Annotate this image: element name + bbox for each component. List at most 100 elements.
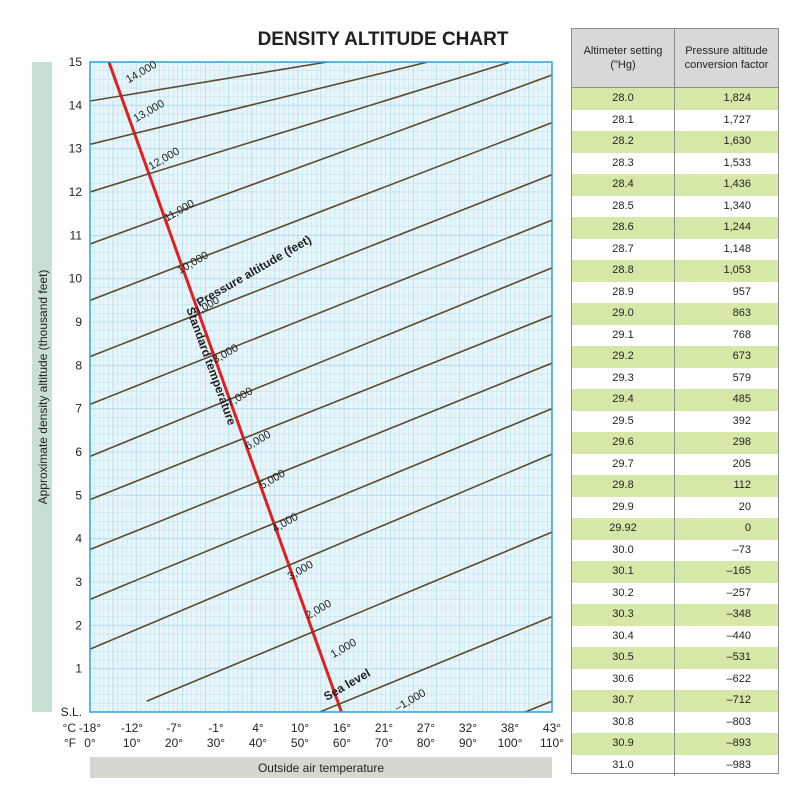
pressure-altitude-line-10-000 (90, 74, 552, 245)
conversion-factor-cell: 1,340 (723, 199, 751, 212)
conversion-factor-cell: 485 (732, 393, 751, 405)
density-altitude-chart: DENSITY ALTITUDE CHART Approximate densi… (32, 29, 564, 778)
y-tick-label: 7 (75, 402, 82, 416)
table-row: 28.7 1,148 (572, 238, 778, 260)
y-tick-label: 14 (69, 98, 83, 112)
altimeter-setting-cell: 29.6 (572, 432, 675, 454)
altimeter-setting-cell: 30.6 (572, 668, 675, 690)
pressure-altitude-line-9-000 (90, 121, 552, 302)
y-tick-label: 10 (69, 272, 83, 286)
pressure-altitude-line-5-000 (90, 314, 552, 501)
y-axis-title: Approximate density altitude (thousand f… (36, 270, 50, 505)
altimeter-setting-cell: 29.1 (572, 324, 675, 346)
x-unit-f: °F (64, 736, 76, 750)
conversion-factor-cell: –622 (726, 672, 751, 685)
table-row: 28.0 1,824 (572, 88, 778, 110)
header-left-line2: ("Hg) (610, 59, 636, 71)
pressure-altitude-line-2-000 (90, 453, 552, 650)
x-tick-label-c: 16° (333, 721, 351, 735)
x-axis-title: Outside air temperature (258, 761, 384, 775)
x-tick-label-f: 110° (540, 736, 564, 750)
table-row: 28.6 1,244 (572, 217, 778, 239)
conversion-factor-cell: 1,053 (723, 264, 751, 276)
table-row: 29.9 20 (572, 496, 778, 518)
table-row: 29.3 579 (572, 367, 778, 389)
table-row: 29.2 673 (572, 346, 778, 368)
table-row: 29.1 768 (572, 324, 778, 346)
x-tick-label-c: -12° (121, 721, 143, 735)
altimeter-setting-cell: 30.1 (572, 561, 675, 583)
y-tick-label: 8 (75, 358, 82, 372)
altimeter-setting-cell: 29.2 (572, 346, 675, 368)
x-tick-label-c: 38° (501, 721, 519, 735)
y-tick-label: 11 (70, 228, 83, 242)
altimeter-setting-cell: 29.5 (572, 410, 675, 432)
conversion-factor-cell: 0 (744, 522, 751, 534)
table-row: 28.2 1,630 (572, 131, 778, 153)
altimeter-setting-cell: 30.4 (572, 625, 675, 647)
pressure-altitude-line-13-000 (90, 62, 328, 102)
x-tick-label-f: 50° (291, 736, 309, 750)
pressure-altitude-line-4-000 (90, 362, 552, 551)
header-left-line1: Altimeter setting (583, 45, 663, 57)
altimeter-setting-cell: 28.7 (572, 238, 675, 260)
conversion-factor-cell: –440 (726, 629, 751, 642)
table-body: 28.0 1,824 28.1 1,727 28.2 1,630 28.3 1,533 28.4… (572, 88, 778, 776)
table-row: 31.0 –983 (572, 754, 778, 776)
conversion-factor-cell: 112 (733, 479, 751, 491)
x-tick-label-c: 4° (252, 721, 264, 735)
table-row: 30.0 –73 (572, 539, 778, 561)
altimeter-setting-cell: 29.4 (572, 389, 675, 411)
altimeter-setting-cell: 29.8 (572, 475, 675, 497)
x-tick-label-c: 43° (543, 721, 561, 735)
y-tick-label: S.L. (61, 705, 82, 719)
x-tick-label-f: 100° (498, 736, 523, 750)
conversion-factor-cell: 1,533 (723, 156, 751, 169)
y-tick-label: 6 (75, 445, 82, 459)
table-row: 30.1 –165 (572, 561, 778, 583)
x-tick-label-f: 40° (249, 736, 267, 750)
conversion-factor-cell: 673 (732, 350, 751, 362)
x-tick-label-c: 21° (375, 721, 393, 735)
conversion-factor-cell: –348 (726, 608, 751, 620)
altimeter-setting-cell: 28.1 (572, 109, 675, 131)
table-row: 30.6 –622 (572, 668, 778, 690)
x-tick-label-f: 10° (123, 736, 141, 750)
y-tick-label: 13 (69, 142, 83, 156)
table-row: 30.4 –440 (572, 625, 778, 647)
conversion-factor-cell: 957 (732, 285, 751, 298)
standard-temperature-line (107, 62, 343, 712)
conversion-factor-cell: 768 (732, 328, 751, 341)
altimeter-setting-cell: 28.2 (572, 131, 675, 153)
y-axis-title-bar (32, 62, 52, 712)
table-row: 30.9 –893 (572, 733, 778, 755)
x-tick-label-f: 80° (417, 736, 435, 750)
conversion-factor-cell: 1,727 (723, 113, 751, 126)
altimeter-setting-cell: 28.6 (572, 217, 675, 239)
table-row: 29.8 112 (572, 475, 778, 497)
table-row: 29.5 392 (572, 410, 778, 432)
altimeter-setting-cell: 30.7 (572, 690, 675, 712)
conversion-factor-cell: –531 (726, 651, 751, 663)
y-tick-label: 1 (75, 662, 82, 676)
conversion-factor-cell: –73 (732, 543, 751, 556)
chart-lines (90, 62, 552, 712)
x-tick-label-c: -1° (208, 721, 224, 735)
conversion-factor-cell: 1,436 (723, 178, 751, 190)
pressure-altitude-line-sea-level (317, 615, 552, 712)
x-axis-title-bar (90, 757, 552, 778)
altimeter-setting-cell: 29.92 (572, 518, 675, 540)
conversion-factor-cell: –712 (726, 694, 751, 706)
pressure-altitude-line-12-000 (90, 62, 428, 146)
y-tick-label: 9 (75, 315, 82, 329)
x-tick-label-c: 32° (459, 721, 477, 735)
table-row: 28.3 1,533 (572, 152, 778, 174)
altimeter-setting-cell: 30.3 (572, 604, 675, 626)
table-header-conversion-factor: Pressure altitude conversion factor (675, 29, 778, 87)
y-tick-label: 12 (69, 185, 83, 199)
altimeter-setting-cell: 28.0 (572, 88, 675, 110)
altimeter-conversion-table: Altimeter setting ("Hg) Pressure altitude… (571, 28, 779, 776)
chart-title: DENSITY ALTITUDE CHART (258, 29, 509, 50)
altimeter-setting-cell: 30.8 (572, 711, 675, 733)
altimeter-setting-cell: 28.8 (572, 260, 675, 282)
